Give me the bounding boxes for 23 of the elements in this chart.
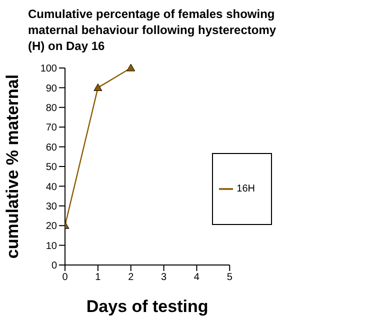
- y-tick-label: 10: [46, 240, 58, 252]
- y-tick-label: 60: [46, 142, 58, 154]
- x-tick-label: 4: [194, 272, 200, 284]
- y-tick-label: 90: [46, 83, 58, 94]
- x-axis-title: Days of testing: [86, 297, 208, 316]
- legend-label: 16H: [236, 184, 255, 195]
- point: [94, 83, 102, 91]
- y-tick-label: 50: [46, 162, 58, 174]
- y-tick-label: 30: [46, 201, 58, 212]
- y-axis-title: cumulative % maternal: [3, 74, 22, 259]
- y-tick-label: 40: [46, 182, 58, 193]
- y-tick-label: 70: [46, 122, 58, 134]
- point: [126, 64, 136, 72]
- x-tick-label: 5: [226, 272, 233, 284]
- y-tick-label: 100: [40, 64, 58, 75]
- y-tick-label: 20: [46, 221, 58, 232]
- x-tick-label: 3: [161, 272, 168, 284]
- x-tick-label: 2: [128, 272, 134, 284]
- x-tick-label: 0: [62, 272, 68, 284]
- y-tick-label: 0: [51, 260, 58, 272]
- y-tick-label: 80: [46, 102, 58, 114]
- chart-title: Cumulative percentage of females showing maternal behaviour following hysterectomy (H) on Day 16: [28, 6, 278, 54]
- x-tick-label: 1: [95, 272, 102, 284]
